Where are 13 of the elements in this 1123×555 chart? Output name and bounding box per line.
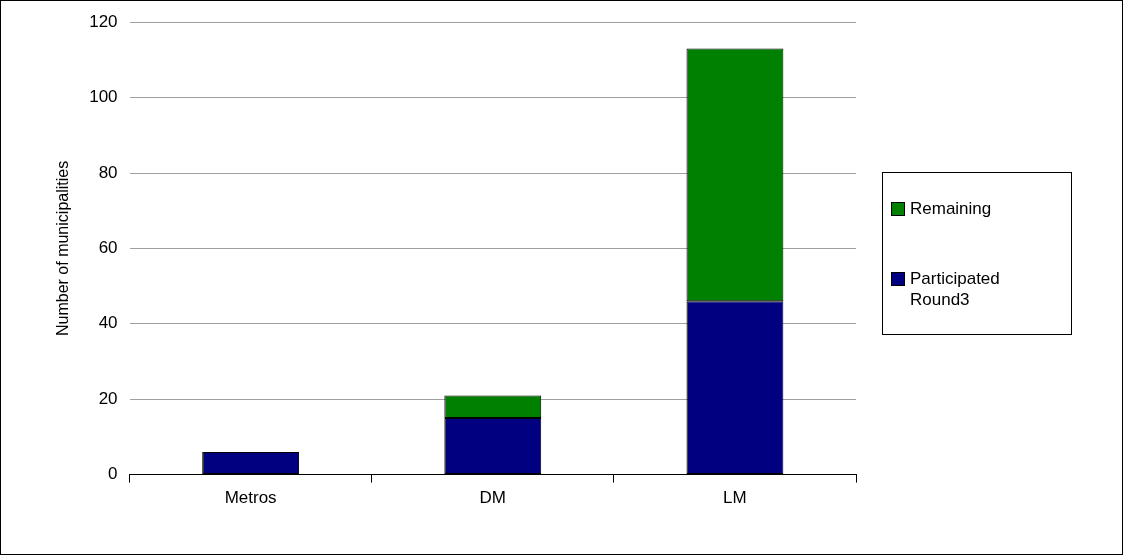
y-tick-label: 60	[98, 238, 118, 258]
y-tick-label: 20	[98, 388, 118, 408]
y-tick-label: 100	[89, 87, 118, 107]
x-tick-label: LM	[723, 488, 747, 508]
y-tick-label: 80	[98, 162, 118, 182]
y-tick-label: 0	[108, 464, 118, 484]
legend-label: Remaining	[910, 197, 993, 219]
y-axis-title: Number of municipalities	[54, 160, 72, 336]
legend-label: Participated Round3	[910, 267, 1001, 310]
x-tick-label: Metros	[224, 488, 277, 508]
y-tick-label: 120	[89, 11, 118, 31]
y-tick-label: 40	[98, 313, 118, 333]
x-tick-label: DM	[479, 488, 507, 508]
